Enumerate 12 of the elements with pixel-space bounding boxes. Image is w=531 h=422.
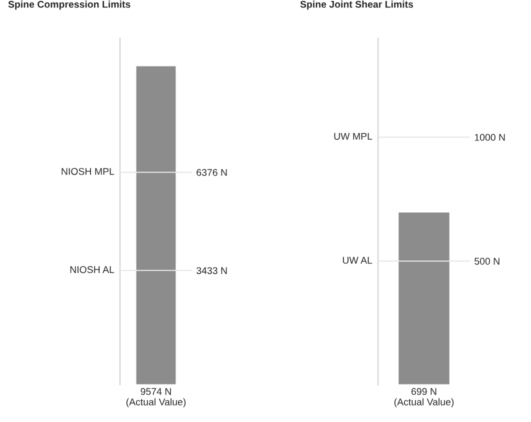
chart-title: Spine Joint Shear Limits	[300, 0, 414, 10]
y-tick-label: 1000 N	[474, 134, 505, 141]
ref-line-label: NIOSH MPL	[62, 168, 114, 175]
y-tick-label: 3433 N	[196, 267, 227, 274]
ref-line-label: UW AL	[342, 256, 372, 264]
data-label: 9574 N (Actual Value)	[126, 388, 186, 408]
ref-line-label: NIOSH AL	[70, 266, 114, 274]
data-label: 699 N (Actual Value)	[394, 388, 454, 408]
y-tick-label: 6376 N	[196, 168, 227, 176]
ref-line-label: UW MPL	[334, 132, 372, 140]
y-tick-label: 500 N	[474, 258, 500, 265]
chart-title: Spine Compression Limits	[8, 0, 130, 10]
